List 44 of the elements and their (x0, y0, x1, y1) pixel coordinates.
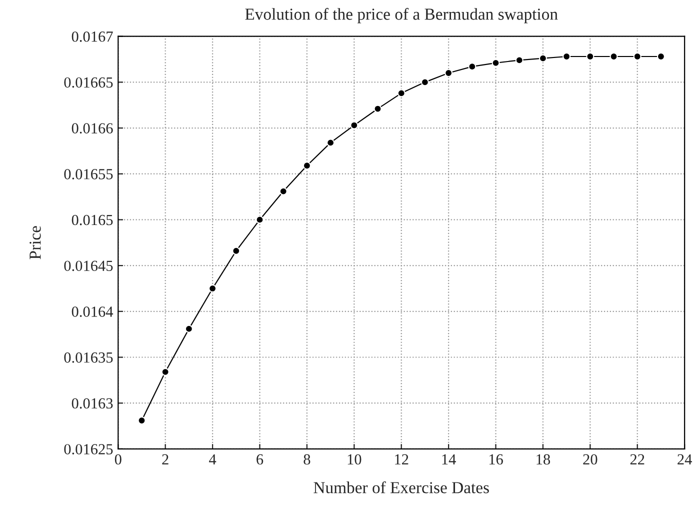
y-tick-label: 0.0165 (72, 214, 113, 226)
x-tick-label: 10 (348, 454, 362, 465)
point (538, 54, 547, 62)
point (397, 89, 406, 98)
point (562, 52, 571, 60)
point (492, 58, 500, 67)
x-tick-label: 8 (304, 454, 310, 465)
y-tick-label: 0.01665 (64, 77, 113, 88)
y-tick-label: 0.01645 (64, 260, 113, 272)
point (374, 104, 382, 113)
x-tick-label: 18 (536, 454, 550, 465)
y-tick-label: 0.0166 (72, 123, 113, 134)
x-tick-label: 20 (583, 454, 598, 465)
x-tick-label: 2 (162, 454, 168, 464)
point (586, 52, 594, 60)
point (279, 187, 288, 196)
y-tick-label: 0.0167 (72, 31, 113, 42)
x-tick-label: 0 (114, 454, 122, 465)
point (350, 121, 358, 130)
y-tick-label: 0.0164 (72, 306, 114, 317)
point (610, 52, 618, 60)
point (326, 138, 335, 147)
y-tick-label: 0.01625 (64, 444, 113, 454)
x-tick-label: 6 (256, 454, 264, 465)
y-tick-label: 0.01635 (64, 352, 113, 363)
point (420, 78, 429, 86)
x-tick-label: 22 (630, 454, 644, 464)
point (161, 368, 170, 376)
point (444, 69, 453, 77)
x-tick-label: 24 (678, 454, 692, 464)
point (633, 52, 642, 60)
point (256, 216, 264, 224)
point (515, 56, 524, 64)
point (656, 52, 665, 60)
y-tick-label: 0.0163 (72, 398, 113, 409)
x-tick-label: 14 (442, 454, 456, 464)
x-tick-label: 12 (395, 454, 408, 464)
point (232, 246, 240, 255)
chart-title: Evolution of the price of a Bermudan swaption (245, 8, 558, 24)
x-tick-label: 16 (489, 454, 503, 465)
x-tick-label: 4 (209, 454, 216, 464)
y-axis-title: Price (30, 226, 41, 260)
y-tick-label: 0.01655 (64, 169, 113, 180)
x-axis-title: Number of Exercise Dates (314, 481, 489, 494)
